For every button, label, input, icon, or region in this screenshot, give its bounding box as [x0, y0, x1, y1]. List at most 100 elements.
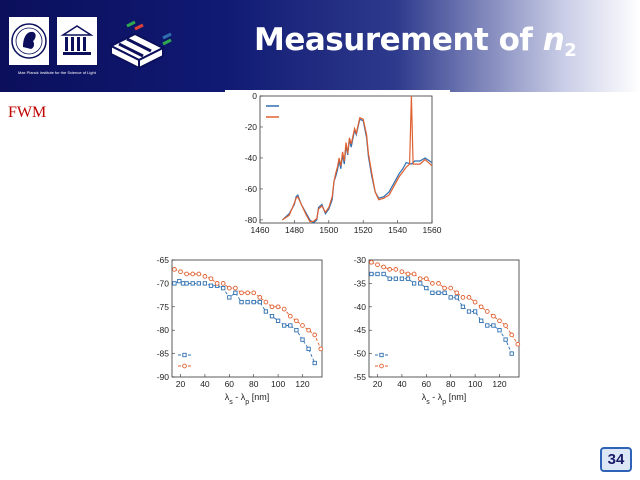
data-point-te — [466, 309, 472, 314]
data-point-tm — [484, 309, 490, 314]
y-tick-label: -35 — [354, 278, 367, 288]
data-point-tm — [233, 285, 238, 291]
data-point-te — [233, 290, 238, 295]
data-point-tm — [245, 290, 250, 296]
x-tick-label: 20 — [373, 379, 383, 389]
y-tick-label: 0 — [252, 91, 257, 101]
data-point-tm — [196, 271, 202, 277]
plot-area — [368, 259, 520, 378]
x-tick-label: 40 — [397, 379, 407, 389]
x-tick-label: 1560 — [423, 225, 442, 235]
conversion-efficiency-avg-chart: 20 40 60 80 100 120 -65 -70 -75 -80 -85 -90 λs - λp … — [157, 255, 324, 406]
data-point-tm — [478, 304, 484, 310]
data-point-te — [282, 323, 287, 328]
data-point-te — [509, 351, 514, 356]
data-point-te — [275, 318, 281, 323]
logo-caption: Max Planck Institute for the Science of … — [18, 70, 96, 75]
data-point-tm — [515, 341, 521, 347]
data-point-te — [454, 295, 459, 300]
data-point-tm — [423, 276, 429, 282]
y-tick-label: -80 — [245, 215, 258, 225]
data-point-te — [221, 285, 226, 291]
spectrum-chart-panel: 1460 1480 1500 1520 1540 1560 0 -20 -40 -60 -80 — [225, 90, 450, 252]
data-point-te — [257, 299, 262, 305]
title-variable: n — [542, 22, 565, 58]
legend-marker-te — [379, 352, 384, 358]
y-tick-label: -65 — [157, 255, 170, 265]
data-point-te — [251, 299, 256, 305]
data-point-te — [485, 323, 490, 328]
data-point-te — [180, 281, 186, 286]
data-point-te — [177, 278, 182, 284]
legend-marker-tm — [379, 363, 384, 369]
data-point-tm — [281, 306, 287, 312]
data-point-tm — [436, 281, 441, 286]
section-label: FWM — [8, 104, 47, 121]
data-point-tm — [497, 318, 502, 324]
y-tick-label: -30 — [354, 255, 367, 265]
data-point-tm — [263, 299, 269, 305]
data-point-te — [263, 309, 269, 314]
mpg-seal-logo — [8, 16, 50, 66]
data-point-te — [472, 309, 478, 314]
y-tick-label: -70 — [157, 278, 170, 288]
data-point-te — [196, 281, 201, 286]
data-point-te — [430, 290, 435, 295]
data-point-tm — [393, 267, 399, 272]
data-point-tm — [430, 281, 435, 286]
data-point-te — [369, 271, 374, 277]
data-point-tm — [405, 271, 411, 277]
conversion-efficiency-avg-panel: 20 40 60 80 100 120 -65 -70 -75 -80 -85 -90 λs - λp … — [138, 254, 333, 406]
data-point-te — [479, 318, 484, 323]
data-point-te — [381, 271, 386, 277]
y-tick-label: -45 — [354, 325, 367, 335]
data-point-tm — [318, 346, 324, 352]
data-point-te — [288, 323, 293, 328]
data-point-tm — [202, 274, 208, 279]
spectrum-chart: 1460 1480 1500 1520 1540 1560 0 -20 -40 -60 -80 — [245, 91, 442, 235]
data-point-te — [245, 299, 250, 305]
data-point-te — [375, 271, 380, 277]
conversion-efficiency-panel: 20 40 60 80 100 120 -30 -35 -40 -45 -50 -55 λs - λp … — [335, 254, 530, 406]
data-point-te — [306, 346, 311, 352]
y-tick-label: -20 — [245, 122, 258, 132]
x-tick-label: 100 — [271, 379, 285, 389]
y-tick-label: -75 — [157, 302, 170, 312]
y-tick-label: -50 — [354, 349, 367, 359]
data-point-tm — [454, 290, 460, 296]
data-point-tm — [411, 271, 417, 277]
data-point-te — [460, 304, 466, 309]
data-point-tm — [275, 304, 281, 310]
x-axis-label: λs - λp [nm] — [225, 392, 269, 406]
y-tick-label: -80 — [157, 325, 170, 335]
data-point-te — [239, 299, 244, 305]
y-tick-label: -60 — [245, 184, 258, 194]
slide-header: Max Planck Institute for the Science of … — [0, 0, 640, 92]
data-point-te — [312, 360, 317, 366]
y-tick-label: -90 — [157, 372, 170, 382]
data-point-tm — [190, 271, 196, 277]
x-tick-label: 100 — [468, 379, 482, 389]
x-tick-label: 120 — [492, 379, 506, 389]
data-point-te — [300, 337, 305, 342]
data-point-te — [399, 276, 405, 281]
y-tick-label: -40 — [245, 153, 258, 163]
data-point-tm — [239, 290, 244, 296]
data-point-tm — [178, 269, 183, 275]
data-point-tm — [381, 264, 386, 270]
x-tick-label: 80 — [446, 379, 456, 389]
data-point-te — [424, 285, 429, 291]
data-point-tm — [369, 259, 374, 265]
data-point-tm — [417, 276, 423, 282]
title-text: Measurement of — [254, 22, 543, 58]
chip-graphic-logo — [105, 18, 177, 78]
series-line-te — [371, 273, 513, 354]
data-point-tm — [491, 313, 496, 319]
data-point-te — [442, 290, 447, 295]
data-point-tm — [387, 267, 393, 272]
x-tick-label: 20 — [176, 379, 186, 389]
data-point-tm — [375, 262, 380, 268]
series-line-tm — [282, 95, 433, 223]
data-point-te — [202, 281, 208, 286]
data-point-te — [227, 295, 232, 300]
